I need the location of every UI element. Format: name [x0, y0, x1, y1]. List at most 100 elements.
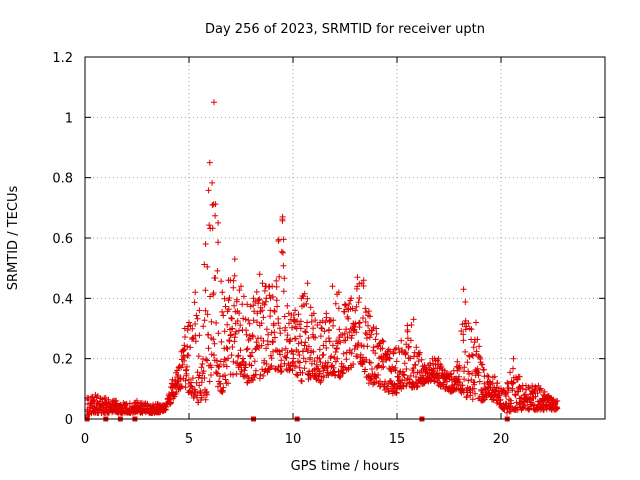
- data-point: [354, 353, 361, 360]
- data-point: [225, 380, 232, 387]
- data-point: [251, 308, 258, 315]
- data-point: [366, 359, 373, 366]
- data-point: [333, 345, 340, 351]
- data-point: [284, 332, 291, 339]
- data-point: [311, 358, 318, 364]
- data-point: [475, 369, 482, 376]
- data-point: [134, 397, 140, 404]
- data-point: [219, 289, 226, 296]
- data-point: [356, 320, 362, 327]
- data-point: [295, 311, 302, 318]
- data-point: [235, 352, 242, 359]
- data-point: [178, 383, 185, 390]
- y-tick-label: 0.6: [52, 232, 73, 247]
- data-point: [463, 393, 470, 400]
- data-point: [522, 391, 529, 398]
- data-point: [360, 354, 366, 361]
- data-point: [256, 296, 263, 303]
- data-point: [189, 336, 195, 343]
- data-point: [169, 376, 176, 383]
- data-point: [280, 262, 287, 269]
- data-point: [271, 334, 278, 341]
- data-point: [346, 329, 353, 336]
- data-point: [282, 324, 289, 331]
- data-point: [257, 371, 264, 378]
- data-point: [281, 313, 288, 320]
- data-point: [382, 378, 389, 385]
- data-point: [215, 239, 222, 246]
- data-point: [302, 358, 309, 365]
- data-point: [356, 280, 363, 287]
- data-point: [204, 391, 210, 398]
- data-point: [498, 385, 504, 392]
- data-point: [211, 352, 217, 359]
- data-point: [345, 315, 352, 322]
- data-point: [307, 374, 314, 381]
- data-point: [290, 312, 297, 318]
- data-point: [373, 330, 380, 337]
- data-point: [102, 394, 109, 401]
- data-point: [204, 263, 211, 270]
- data-point: [302, 339, 309, 346]
- data-point: [183, 370, 190, 377]
- data-point: [235, 327, 242, 334]
- data-point: [277, 363, 284, 370]
- data-point: [284, 349, 291, 356]
- data-point: [521, 402, 528, 409]
- data-point: [273, 297, 280, 304]
- data-point: [215, 219, 222, 226]
- data-point: [419, 372, 426, 379]
- data-point: [316, 346, 323, 353]
- data-point: [407, 372, 414, 379]
- data-point: [225, 306, 232, 313]
- data-point: [220, 384, 227, 391]
- data-point: [362, 318, 369, 325]
- data-point: [198, 364, 205, 371]
- data-point: [362, 330, 369, 336]
- data-point: [329, 342, 336, 349]
- data-point: [317, 333, 324, 340]
- data-point: [329, 283, 336, 290]
- data-point: [263, 345, 270, 352]
- data-point: [267, 313, 274, 320]
- data-point: [250, 317, 257, 324]
- data-point: [343, 326, 350, 333]
- data-point: [328, 353, 335, 360]
- data-point: [348, 350, 355, 357]
- y-tick-label: 1.2: [52, 51, 73, 66]
- data-point: [215, 330, 222, 337]
- y-tick-label: 1: [65, 111, 73, 126]
- data-point: [259, 307, 266, 314]
- x-tick-label: 15: [389, 432, 406, 447]
- data-point: [302, 328, 308, 335]
- data-point: [355, 340, 362, 347]
- data-point: [297, 333, 303, 340]
- data-point: [253, 339, 260, 346]
- data-point: [194, 315, 201, 322]
- data-point: [402, 349, 409, 356]
- data-point: [226, 295, 233, 301]
- data-point: [210, 336, 217, 343]
- data-point: [396, 369, 403, 376]
- data-point: [206, 378, 213, 385]
- data-point: [218, 338, 225, 345]
- data-point: [336, 374, 343, 381]
- data-point: [269, 293, 276, 300]
- data-point: [228, 315, 235, 322]
- data-point: [192, 389, 199, 396]
- data-point: [286, 320, 292, 327]
- data-point: [307, 354, 314, 361]
- data-point: [230, 371, 236, 378]
- data-point: [302, 329, 309, 336]
- data-point: [278, 368, 285, 374]
- data-point: [197, 389, 204, 396]
- data-point: [448, 370, 455, 377]
- data-point: [318, 325, 325, 331]
- data-point: [249, 349, 255, 356]
- data-point: [370, 344, 377, 351]
- x-tick-label: 0: [81, 432, 89, 447]
- data-point: [204, 357, 211, 364]
- data-point: [532, 393, 539, 400]
- data-point: [476, 343, 483, 350]
- data-point: [280, 288, 287, 295]
